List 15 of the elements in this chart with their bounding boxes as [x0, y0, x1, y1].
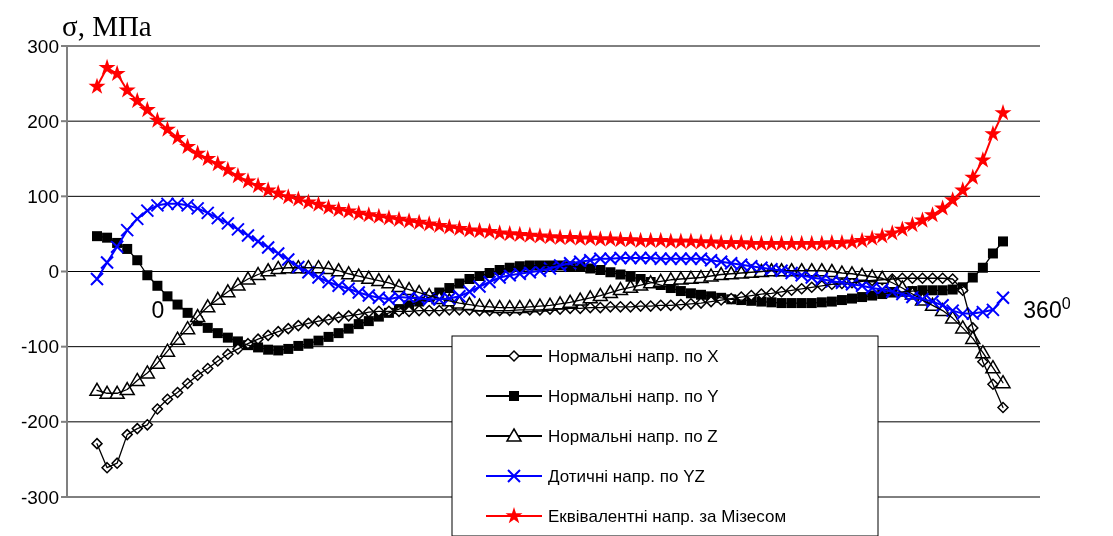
y-tick-label: -200 [20, 411, 59, 433]
y-tick-label: 300 [27, 35, 59, 57]
y-tick-label: 200 [27, 110, 59, 132]
legend-label: Нормальні напр. по X [548, 346, 719, 366]
legend-label: Дотичні напр. по YZ [548, 466, 705, 486]
y-axis-title: σ, МПа [62, 10, 152, 42]
y-tick-label: -100 [20, 336, 59, 358]
y-tick-label: 0 [48, 261, 59, 283]
legend-label: Нормальні напр. по Y [548, 386, 719, 406]
text: 360$^{0}$ [1023, 294, 1071, 324]
legend-label: Нормальні напр. по Z [548, 426, 718, 446]
y-tick-label: -300 [20, 486, 59, 508]
annotation: 0 [151, 297, 165, 324]
legend-label: Еквівалентні напр. за Мізесом [548, 506, 787, 526]
y-tick-label: 100 [27, 185, 59, 207]
